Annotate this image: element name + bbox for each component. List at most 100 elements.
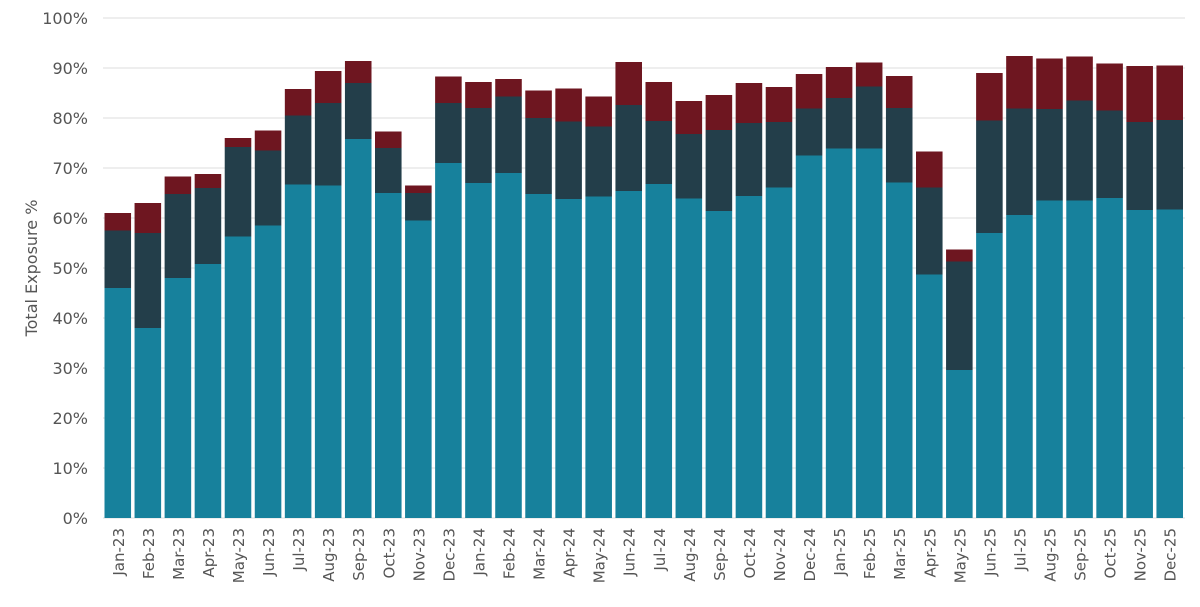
bar-segment-3: [435, 76, 462, 103]
bar-segment-2: [435, 103, 462, 163]
bar-segment-2: [1126, 122, 1153, 210]
bar-segment-3: [675, 101, 703, 134]
bar-stack-Feb-24: [495, 79, 522, 518]
bar-segment-2: [1036, 109, 1063, 201]
bar-segment-1: [765, 187, 793, 518]
bar-segment-1: [1126, 210, 1153, 518]
bar-segment-2: [254, 150, 282, 226]
bar-segment-2: [104, 230, 132, 288]
bar-segment-3: [104, 213, 132, 231]
x-tick-label: Feb-24: [501, 528, 519, 579]
bar-segment-3: [916, 151, 943, 188]
x-tick-label: May-25: [951, 528, 969, 583]
bar-segment-1: [645, 184, 673, 518]
bar-segment-2: [224, 147, 252, 237]
x-tick-label: May-23: [230, 528, 248, 583]
x-tick-label: Jun-25: [981, 528, 999, 577]
bar-segment-1: [885, 182, 913, 518]
bar-segment-2: [314, 103, 342, 186]
bar-segment-3: [1096, 63, 1123, 111]
bar-segment-2: [615, 105, 642, 191]
bar-segment-3: [885, 76, 913, 108]
bar-segment-1: [164, 278, 192, 518]
bar-segment-1: [194, 264, 222, 518]
y-tick-label: 100%: [42, 9, 88, 28]
bar-stack-Aug-25: [1036, 58, 1063, 518]
bar-stack-Apr-23: [194, 174, 222, 518]
bar-segment-3: [284, 89, 312, 116]
bar-segment-3: [765, 87, 793, 122]
bar-segment-1: [795, 155, 823, 518]
bar-stack-Mar-24: [525, 90, 552, 518]
bar-segment-3: [495, 79, 522, 97]
bar-segment-1: [465, 183, 492, 518]
bar-segment-1: [916, 274, 943, 518]
bar-segment-2: [164, 194, 192, 278]
x-tick-label: Sep-23: [350, 528, 368, 581]
bar-segment-1: [1096, 198, 1123, 518]
bar-segment-2: [946, 261, 973, 370]
x-tick-label: Jan-24: [470, 528, 488, 577]
bar-segment-3: [555, 88, 582, 122]
bar-stack-May-23: [224, 138, 252, 518]
x-tick-label: Oct-24: [741, 528, 759, 578]
bar-stack-Sep-24: [705, 95, 733, 518]
bar-stack-Apr-25: [916, 151, 943, 518]
bar-stack-Apr-24: [555, 88, 582, 518]
x-tick-label: Sep-25: [1072, 528, 1090, 581]
bar-segment-1: [134, 328, 162, 518]
bar-segment-2: [405, 193, 432, 221]
x-tick-label: Mar-24: [531, 528, 549, 580]
x-tick-label: Apr-23: [200, 528, 218, 578]
bar-segment-3: [525, 90, 552, 118]
y-axis-label: Total Exposure %: [22, 200, 41, 338]
bar-segment-2: [284, 115, 312, 185]
bar-stack-Oct-24: [735, 83, 763, 518]
x-tick-label: Mar-25: [891, 528, 909, 580]
y-tick-label: 70%: [52, 159, 88, 178]
bar-segment-2: [645, 121, 673, 184]
bar-segment-1: [585, 196, 612, 518]
bar-segment-3: [1006, 56, 1033, 109]
x-tick-label: Apr-25: [921, 528, 939, 578]
bar-segment-2: [855, 86, 883, 149]
bar-segment-2: [344, 83, 372, 139]
bar-stack-Aug-24: [675, 101, 703, 518]
bar-stack-Feb-23: [134, 203, 162, 518]
bar-stack-May-24: [585, 96, 612, 518]
x-tick-label: Apr-24: [561, 528, 579, 578]
x-tick-label: Feb-23: [140, 528, 158, 579]
bar-segment-3: [585, 96, 612, 127]
y-tick-label: 50%: [52, 259, 88, 278]
x-tick-label: Nov-24: [771, 528, 789, 581]
bar-stack-Jan-25: [825, 67, 853, 518]
bar-stack-Jan-23: [104, 213, 132, 518]
bar-segment-3: [946, 249, 973, 262]
bar-stack-Dec-25: [1156, 65, 1183, 518]
bar-segment-3: [1036, 58, 1063, 109]
bar-segment-1: [1066, 200, 1093, 518]
bar-segment-1: [224, 236, 252, 518]
bar-stack-Nov-24: [765, 87, 793, 518]
x-tick-label: Jan-25: [831, 528, 849, 577]
x-tick-label: Aug-25: [1042, 528, 1060, 582]
x-tick-label: Jul-25: [1011, 528, 1029, 572]
x-tick-label: Jan-23: [110, 528, 128, 577]
bar-segment-2: [1066, 100, 1093, 201]
bar-segment-2: [795, 108, 823, 156]
bars: [104, 56, 1183, 518]
bar-segment-1: [254, 225, 282, 518]
x-tick-label: Dec-25: [1162, 528, 1180, 582]
bar-stack-Jul-23: [284, 89, 312, 518]
bar-segment-1: [705, 211, 733, 518]
y-tick-label: 60%: [52, 209, 88, 228]
bar-segment-1: [675, 198, 703, 518]
bar-segment-2: [675, 134, 703, 199]
bar-segment-1: [314, 185, 342, 518]
bar-stack-Jun-24: [615, 62, 642, 518]
bar-segment-3: [855, 62, 883, 87]
bar-segment-1: [495, 173, 522, 518]
y-tick-label: 80%: [52, 109, 88, 128]
bar-segment-2: [555, 121, 582, 199]
bar-segment-1: [1156, 209, 1183, 518]
